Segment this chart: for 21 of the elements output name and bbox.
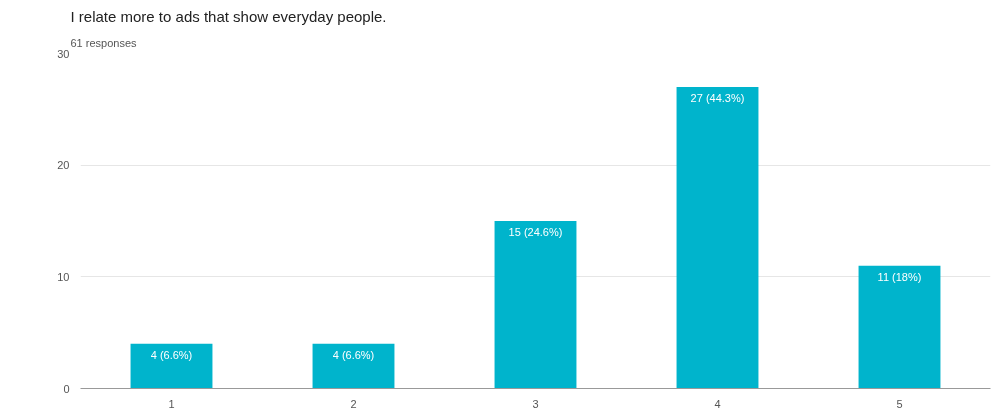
bar xyxy=(130,343,213,389)
data-label: 4 (6.6%) xyxy=(150,348,193,361)
x-tick-label: 4 xyxy=(714,397,721,410)
chart-subtitle: 61 responses xyxy=(70,36,138,49)
data-label: 15 (24.6%) xyxy=(508,226,563,238)
y-tick-label: 20 xyxy=(57,159,70,172)
y-tick-label: 10 xyxy=(57,270,70,283)
x-tick-label: 5 xyxy=(896,397,903,410)
data-label: 4 (6.6%) xyxy=(332,348,375,361)
data-label: 11 (18%) xyxy=(877,270,922,283)
y-tick-label: 30 xyxy=(57,47,70,60)
bar xyxy=(494,221,577,389)
y-tick-label: 0 xyxy=(63,382,70,395)
data-label: 27 (44.3%) xyxy=(690,92,745,104)
chart-title: I relate more to ads that show everyday people. xyxy=(70,7,387,25)
bar xyxy=(858,265,941,389)
x-tick-label: 1 xyxy=(168,397,175,410)
bar xyxy=(676,87,759,389)
bar xyxy=(312,343,395,389)
x-tick-label: 3 xyxy=(532,397,539,410)
x-tick-label: 2 xyxy=(350,397,357,410)
